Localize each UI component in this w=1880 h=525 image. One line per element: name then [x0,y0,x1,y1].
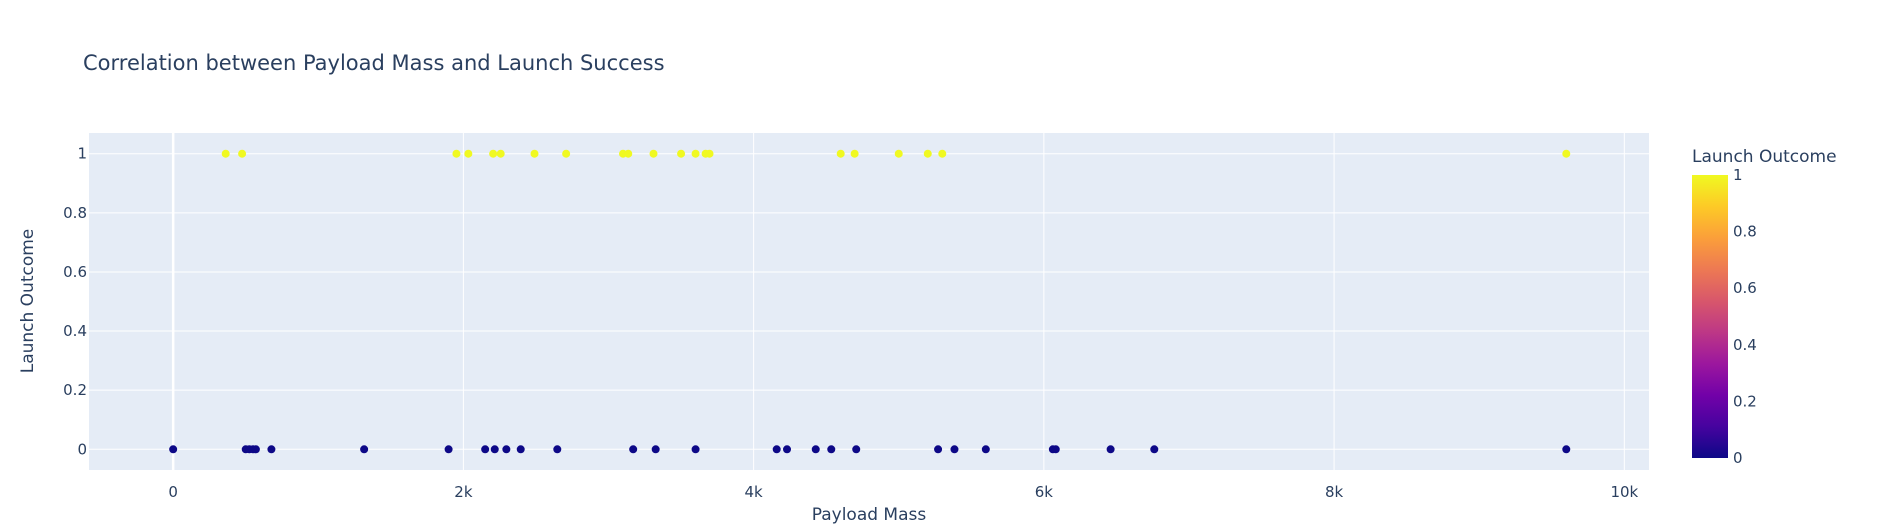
y-tick-label: 1 [77,145,87,163]
data-point [516,445,525,454]
y-tick-label: 0.6 [63,263,87,281]
data-point [894,149,903,158]
data-point [934,445,943,454]
data-point [624,149,633,158]
x-tick-label: 10k [1610,483,1638,501]
x-tick-label: 2k [454,483,473,501]
x-tick-label: 6k [1035,483,1054,501]
data-point [553,445,562,454]
data-point [1051,445,1060,454]
data-point [1562,149,1571,158]
data-point [772,445,781,454]
colorbar-tick-label: 0.4 [1733,336,1757,354]
y-tick-label: 0 [77,440,87,458]
x-tick-label: 0 [168,483,178,501]
data-point [938,149,947,158]
grid-layer [89,133,1649,470]
data-point [1562,445,1571,454]
plot-area [89,133,1649,470]
data-point [1106,445,1115,454]
data-point [502,445,511,454]
y-axis-label: Launch Outcome [18,229,38,374]
data-point [496,149,505,158]
data-point [360,445,369,454]
data-point [251,445,260,454]
y-tick-label: 0.2 [63,381,87,399]
x-axis-label: Payload Mass [812,505,927,525]
data-point [981,445,990,454]
point-layer [169,149,1571,454]
colorbar-tick-label: 0.6 [1733,279,1757,297]
data-point [481,445,490,454]
x-tick-label: 8k [1325,483,1344,501]
data-point [783,445,792,454]
data-point [836,149,845,158]
data-point [852,445,861,454]
colorbar-gradient [1692,175,1728,458]
data-point [649,149,658,158]
data-point [267,445,276,454]
data-point [651,445,660,454]
data-point [950,445,959,454]
x-tick-label: 4k [745,483,764,501]
tick-layer: 0 2k 4k 6k 8k 10k 0 0.2 0.4 0.6 0.8 1 [63,145,1638,501]
chart-title: Correlation between Payload Mass and Lau… [83,51,665,75]
data-point [464,149,473,158]
y-tick-label: 0.4 [63,322,87,340]
data-point [705,149,714,158]
data-point [677,149,686,158]
colorbar-tick-label: 0.2 [1733,392,1757,410]
colorbar: Launch Outcome 0 0.2 0.4 0.6 0.8 1 [1692,147,1837,467]
data-point [452,149,461,158]
data-point [827,445,836,454]
data-point [923,149,932,158]
colorbar-ticks: 0 0.2 0.4 0.6 0.8 1 [1733,166,1757,467]
data-point [490,445,499,454]
data-point [1150,445,1159,454]
colorbar-tick-label: 0.8 [1733,223,1757,241]
data-point [691,149,700,158]
data-point [691,445,700,454]
data-point [238,149,247,158]
data-point [444,445,453,454]
data-point [169,445,178,454]
data-point [850,149,859,158]
colorbar-tick-label: 1 [1733,166,1743,184]
data-point [221,149,230,158]
data-point [811,445,820,454]
data-point [629,445,638,454]
data-point [530,149,539,158]
data-point [562,149,571,158]
y-tick-label: 0.8 [63,204,87,222]
data-point [489,149,498,158]
colorbar-title: Launch Outcome [1692,147,1837,167]
colorbar-tick-label: 0 [1733,449,1743,467]
